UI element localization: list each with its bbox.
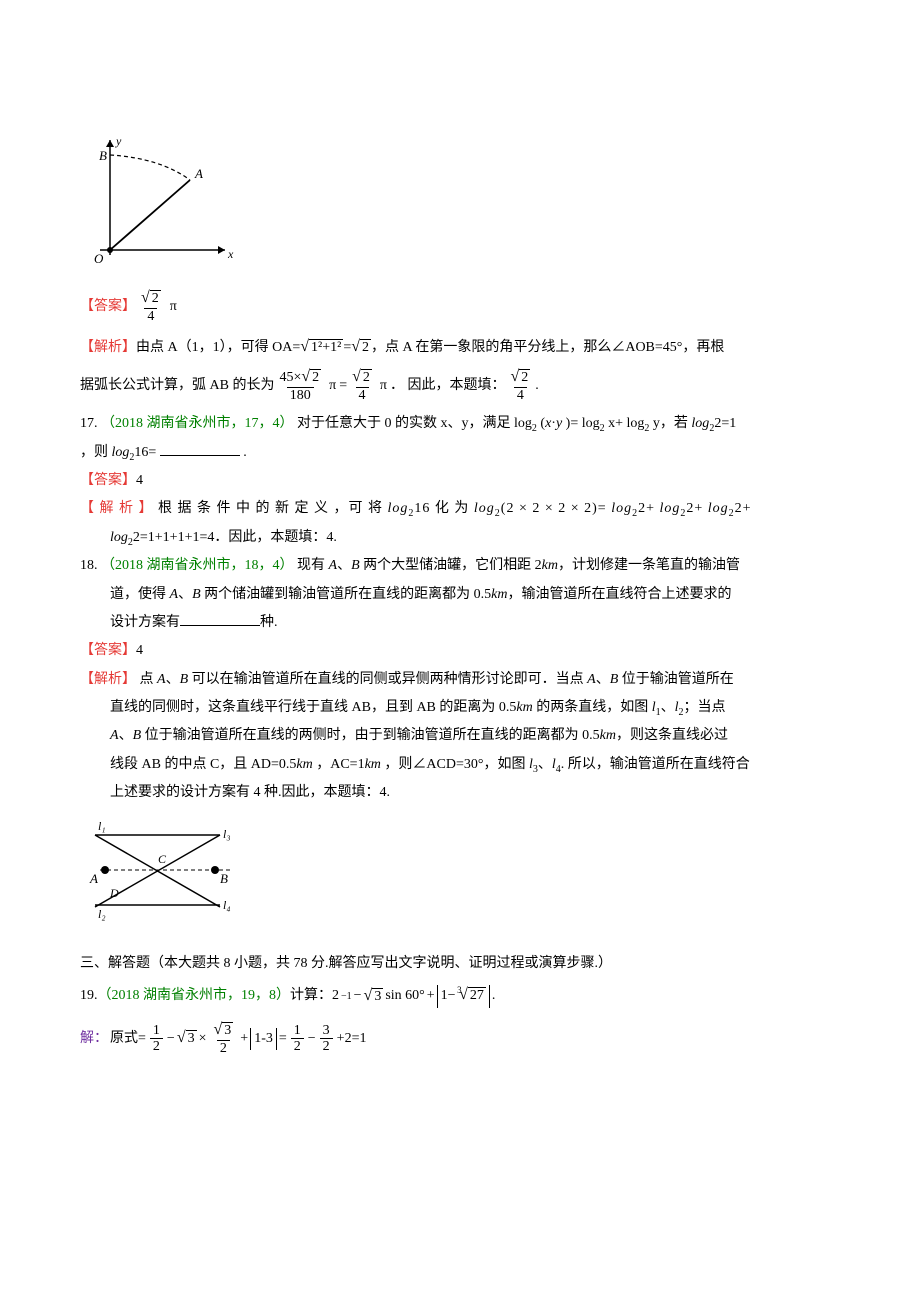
text: 据弧长公式计算，弧 AB 的长为 <box>80 375 274 397</box>
text: 对于任意大于 0 的实数 x、y，满足 log <box>297 416 532 431</box>
svg-text:y: y <box>115 134 122 148</box>
sqrt-2: √2 <box>351 339 371 357</box>
figure-pipeline-diagram: l₁ l₂ l₃ l₄ A B C D <box>80 815 840 933</box>
answer-16: 【答案】 √2 4 π <box>80 290 840 324</box>
analysis-18b: 直线的同侧时，这条直线平行线于直线 AB，且到 AB 的距离为 0.5km 的两… <box>110 697 840 719</box>
svg-text:C: C <box>158 852 167 866</box>
svg-text:B: B <box>99 148 107 163</box>
fill-blank <box>180 612 260 626</box>
svg-text:A: A <box>194 166 203 181</box>
solution-19: 解： 原式= 12 − √3 × √32 + 1-3 = 12 − 32 +2=… <box>80 1022 840 1056</box>
answer-tag: 【答案】 <box>80 296 136 318</box>
analysis-18d: 线段 AB 的中点 C，且 AD=0.5km ，AC=1km ，则∠ACD=30… <box>110 754 840 776</box>
q-cite: （2018 湖南省永州市，17，4） <box>101 416 294 431</box>
question-18: 18. （2018 湖南省永州市，18，4） 现有 A、B 两个大型储油罐，它们… <box>80 555 840 577</box>
q-num: 17. <box>80 416 98 431</box>
analysis-18c: A、B 位于输油管道所在直线的两侧时，由于到输油管道所在直线的距离都为 0.5k… <box>110 725 840 747</box>
q19-expression: 2−1 − √3 sin 60° + 1− 3√27 . <box>332 985 495 1007</box>
text: . <box>535 375 539 397</box>
text: ，点 A 在第一象限的角平分线上，那么∠AOB=45°，再根 <box>371 337 724 359</box>
pi: π <box>329 375 336 397</box>
question-18c: 设计方案有种. <box>110 612 840 634</box>
answer-18: 【答案】4 <box>80 640 840 662</box>
answer-17: 【答案】4 <box>80 470 840 492</box>
analysis-16-line1: 【解析】 由点 A（1，1），可得 OA= √1²+1² = √2 ，点 A 在… <box>80 337 840 359</box>
question-18b: 道，使得 A、B 两个储油罐到输油管道所在直线的距离都为 0.5km，输油管道所… <box>110 584 840 606</box>
svg-text:l₂: l₂ <box>98 907 106 921</box>
analysis-tag: 【解析】 <box>80 337 136 359</box>
analysis-17b: log22=1+1+1+1=4．因此，本题填：4. <box>110 527 840 549</box>
fraction: √2 4 <box>138 290 164 324</box>
svg-text:A: A <box>89 871 98 886</box>
eq: = <box>339 375 347 397</box>
pi-symbol: π <box>170 296 177 318</box>
svg-text:O: O <box>94 251 104 266</box>
fraction: 45×√2 180 <box>276 369 324 403</box>
svg-text:l₄: l₄ <box>223 898 231 912</box>
question-17: 17. （2018 湖南省永州市，17，4） 对于任意大于 0 的实数 x、y，… <box>80 413 840 435</box>
fraction: √2 4 <box>349 369 375 403</box>
svg-text:x: x <box>227 247 234 261</box>
analysis-16-line2: 据弧长公式计算，弧 AB 的长为 45×√2 180 π = √2 4 π ． … <box>80 369 840 403</box>
svg-text:D: D <box>109 886 119 900</box>
svg-text:l₃: l₃ <box>223 827 231 841</box>
question-17-line2: ，则 log216= . <box>80 442 840 464</box>
fraction: √2 4 <box>507 369 533 403</box>
analysis-18: 【解析】 点 A、B 可以在输油管道所在直线的同侧或异侧两种情形讨论即可．当点 … <box>80 669 840 691</box>
question-19: 19. （2018 湖南省永州市，19，8） 计算： 2−1 − √3 sin … <box>80 985 840 1007</box>
pi: π <box>380 375 387 397</box>
fill-blank <box>160 442 240 456</box>
eq: = <box>343 337 351 359</box>
text: 由点 A（1，1），可得 OA= <box>136 337 300 359</box>
figure-coordinate-arc: O B A x y <box>80 130 840 278</box>
analysis-18e: 上述要求的设计方案有 4 种.因此，本题填：4. <box>110 782 840 804</box>
sqrt-expr: √1²+1² <box>300 339 343 357</box>
section-3-title: 三、解答题（本大题共 8 小题，共 78 分.解答应写出文字说明、证明过程或演算… <box>80 953 840 975</box>
svg-text:B: B <box>220 871 228 886</box>
text: ． 因此，本题填： <box>390 375 506 397</box>
analysis-17: 【 解 析 】 根 据 条 件 中 的 新 定 义 ，可 将 log216 化 … <box>80 498 840 520</box>
svg-text:l₁: l₁ <box>98 819 106 833</box>
